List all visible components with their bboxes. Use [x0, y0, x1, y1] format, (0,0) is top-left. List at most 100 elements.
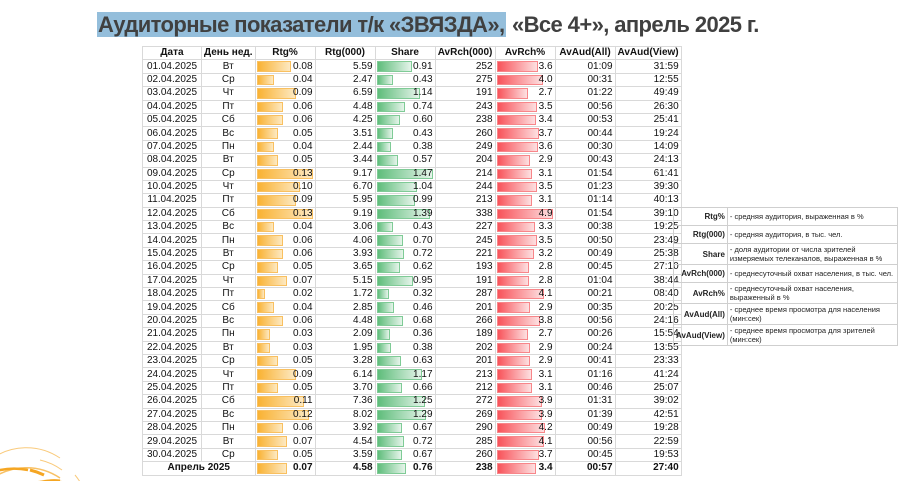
table-cell: 338	[434, 206, 496, 222]
column-header[interactable]: AvRch(000)	[434, 45, 496, 61]
table-cell: Пн	[201, 327, 256, 342]
bar-cell: 3.9	[494, 407, 556, 422]
column-header[interactable]: AvAud(All)	[554, 45, 616, 61]
table-cell: 245	[434, 233, 496, 248]
table-cell: 22:59	[614, 434, 682, 449]
bar-cell: 2.8	[494, 273, 556, 289]
table-cell: 00:38	[554, 220, 616, 235]
cell-value: 0.99	[413, 194, 433, 206]
bar-cell: 1.47	[374, 166, 436, 181]
table-cell: 2.44	[314, 139, 376, 155]
legend-table: Rtg% - средняя аудитория, выраженная в % R…	[673, 207, 899, 346]
data-bar	[496, 382, 533, 394]
bar-cell: 0.60	[374, 112, 436, 128]
bar-cell: 1.25	[374, 394, 436, 409]
data-bar	[496, 262, 529, 273]
cell-value: 0.07	[293, 274, 313, 286]
table-row: 24.04.2025 Чт 0.09 6.14 1.17 213 3.1 01:16 41:24	[142, 367, 682, 382]
bar-cell: 3.5	[494, 233, 556, 248]
data-bar	[496, 355, 531, 367]
cell-value: 0.57	[413, 154, 433, 166]
column-header[interactable]: Rtg%	[254, 45, 316, 61]
column-header[interactable]: AvRch%	[494, 45, 556, 61]
bar-cell: 3.5	[494, 179, 556, 195]
table-cell: 290	[434, 420, 496, 436]
table-cell: 272	[434, 394, 496, 409]
cell-value: 1.17	[413, 368, 433, 380]
cell-value: 3.9	[538, 395, 553, 407]
cell-value: 3.1	[538, 368, 553, 380]
table-cell: 213	[434, 193, 496, 208]
table-cell: 31:59	[614, 59, 682, 74]
bar-cell: 3.2	[494, 246, 556, 262]
table-cell: Пт	[201, 287, 256, 302]
table-cell: 08:40	[614, 287, 682, 302]
data-bar	[496, 315, 541, 327]
table-cell: 6.14	[314, 367, 376, 382]
table-cell: Пн	[201, 233, 256, 248]
cell-value: 0.04	[293, 140, 313, 152]
data-bar	[376, 315, 403, 327]
table-cell: 287	[434, 287, 496, 302]
bar-cell: 0.36	[374, 327, 436, 342]
table-cell: 02.04.2025	[142, 72, 202, 88]
table-row: 02.04.2025 Ср 0.04 2.47 0.43 275 4.0 00:31 12:55	[142, 72, 682, 88]
column-header[interactable]: Share	[374, 45, 436, 61]
data-bar	[376, 409, 427, 420]
data-bar	[376, 181, 417, 193]
bar-cell: 3.1	[494, 166, 556, 181]
bar-cell: 0.06	[254, 313, 316, 329]
bar-cell: 4.1	[494, 287, 556, 302]
cell-value: 0.05	[293, 381, 313, 393]
cell-value: 4.2	[538, 422, 553, 434]
data-bar	[376, 88, 421, 99]
legend-row: Rtg(000) - средняя аудитория, в тыс. чел.	[673, 225, 899, 244]
table-row: 30.04.2025 Ср 0.05 3.59 0.67 260 3.7 00:45 19:53	[142, 447, 682, 463]
data-bar	[256, 88, 296, 99]
table-cell: 3.44	[314, 153, 376, 168]
bar-cell: 0.05	[254, 153, 316, 168]
column-header[interactable]: Rtg(000)	[314, 45, 376, 61]
cell-value: 0.76	[413, 462, 433, 474]
data-bar	[496, 275, 529, 287]
data-bar	[496, 248, 534, 260]
bar-cell: 4.9	[494, 206, 556, 222]
bar-cell: 0.46	[374, 300, 436, 315]
table-cell: 26:30	[614, 99, 682, 114]
bar-cell: 0.74	[374, 99, 436, 114]
data-bar	[496, 61, 539, 72]
table-cell: 25:41	[614, 112, 682, 128]
cell-value: 0.95	[413, 274, 433, 286]
data-bar	[376, 101, 406, 112]
legend-key: AvAud(All)	[673, 303, 728, 325]
table-cell: 07.04.2025	[142, 139, 202, 155]
data-bar	[496, 141, 539, 153]
table-cell: 00:26	[554, 327, 616, 342]
table-cell: 00:21	[554, 287, 616, 302]
bar-cell: 0.43	[374, 72, 436, 88]
table-cell: Вс	[201, 220, 256, 235]
cell-value: 3.1	[538, 167, 553, 179]
bar-cell: 0.04	[254, 220, 316, 235]
data-bar	[256, 369, 296, 380]
column-header[interactable]: AvAud(View)	[614, 45, 682, 61]
bar-cell: 3.5	[494, 99, 556, 114]
cell-value: 4.9	[538, 207, 553, 219]
column-header[interactable]: День нед.	[201, 45, 256, 61]
table-cell: 14.04.2025	[142, 233, 202, 248]
table-cell: Ср	[201, 447, 256, 463]
table-cell: Ср	[201, 260, 256, 275]
table-cell: 00:56	[554, 99, 616, 114]
table-row: 06.04.2025 Вс 0.05 3.51 0.43 260 3.7 00:44 19:24	[142, 126, 682, 141]
table-cell: 01:23	[554, 179, 616, 195]
cell-value: 3.7	[538, 127, 553, 139]
table-cell: 41:24	[614, 367, 682, 382]
cell-value: 0.66	[413, 381, 433, 393]
cell-value: 0.72	[413, 248, 433, 260]
cell-value: 0.60	[413, 114, 433, 126]
data-bar	[376, 235, 404, 246]
bar-cell: 0.11	[254, 394, 316, 409]
column-header[interactable]: Дата	[142, 45, 202, 61]
cell-value: 0.70	[413, 234, 433, 246]
data-bar	[496, 422, 546, 434]
